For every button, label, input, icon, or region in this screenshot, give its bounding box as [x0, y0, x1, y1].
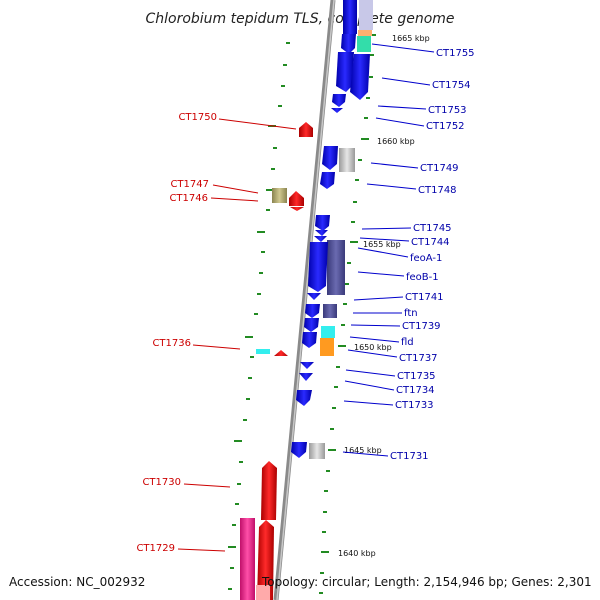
backbone-highlight — [276, 0, 335, 600]
gene-block[interactable] — [343, 0, 357, 34]
gene-label-left[interactable]: CT1729 — [136, 543, 175, 554]
gene-block[interactable] — [327, 240, 345, 295]
gene-arrow[interactable] — [315, 230, 328, 236]
gene-label-right[interactable]: CT1739 — [402, 321, 441, 332]
reverse-strand-genes — [291, 0, 373, 459]
kbp-label: 1640 kbp — [338, 549, 376, 558]
gene-label-right[interactable]: CT1737 — [399, 353, 438, 364]
gene-arrow[interactable] — [332, 94, 346, 107]
gene-label-right[interactable]: feoB-1 — [406, 272, 439, 283]
gene-arrow[interactable] — [300, 362, 314, 369]
gene-arrow[interactable] — [261, 461, 277, 520]
gene-arrow[interactable] — [290, 207, 304, 211]
gene-block[interactable] — [272, 188, 287, 203]
gene-block[interactable] — [358, 30, 372, 36]
gene-arrow[interactable] — [308, 242, 328, 292]
gene-block[interactable] — [256, 585, 270, 600]
gene-arrow[interactable] — [274, 350, 288, 356]
gene-block[interactable] — [323, 304, 337, 318]
gene-arrow[interactable] — [299, 373, 313, 381]
gene-arrow[interactable] — [341, 34, 356, 54]
kbp-label: 1645 kbp — [344, 446, 382, 455]
gene-label-right[interactable]: fld — [401, 337, 414, 348]
kbp-label: 1655 kbp — [363, 240, 401, 249]
gene-arrow[interactable] — [305, 304, 320, 318]
gene-block[interactable] — [357, 36, 371, 52]
gene-block[interactable] — [320, 338, 334, 356]
gene-block[interactable] — [309, 443, 325, 459]
gene-arrow[interactable] — [314, 236, 327, 242]
gene-label-right[interactable]: CT1754 — [432, 80, 471, 91]
gene-label-right[interactable]: CT1745 — [413, 223, 452, 234]
gene-label-left[interactable]: CT1746 — [169, 193, 208, 204]
gene-block[interactable] — [240, 518, 255, 600]
gene-label-right[interactable]: CT1744 — [411, 237, 450, 248]
scale-ticks-right — [319, 34, 376, 594]
gene-label-right[interactable]: CT1753 — [428, 105, 467, 116]
left-gene-labels — [177, 118, 297, 552]
gene-label-left[interactable]: CT1747 — [170, 179, 209, 190]
gene-arrow[interactable] — [299, 122, 313, 137]
gene-label-right[interactable]: CT1734 — [396, 385, 435, 396]
gene-block[interactable] — [256, 349, 270, 354]
kbp-label: 1650 kbp — [354, 343, 392, 352]
genome-backbone — [273, 0, 336, 600]
gene-arrow[interactable] — [257, 520, 274, 600]
map-title: Chlorobium tepidum TLS, complete genome — [145, 11, 454, 27]
gene-arrow[interactable] — [336, 52, 354, 92]
gene-arrow[interactable] — [320, 172, 335, 189]
gene-label-right[interactable]: CT1741 — [405, 292, 444, 303]
scale-ticks-left — [228, 42, 290, 590]
gene-arrow[interactable] — [304, 318, 319, 332]
gene-arrow[interactable] — [296, 390, 312, 406]
forward-strand-genes — [240, 122, 313, 600]
gene-label-right[interactable]: CT1733 — [395, 400, 434, 411]
gene-label-right[interactable]: CT1752 — [426, 121, 465, 132]
gene-label-left[interactable]: CT1730 — [142, 477, 181, 488]
gene-arrow[interactable] — [307, 293, 321, 300]
gene-arrow[interactable] — [322, 146, 338, 170]
gene-label-right[interactable]: CT1731 — [390, 451, 429, 462]
gene-arrow[interactable] — [291, 442, 307, 458]
gene-label-right[interactable]: CT1735 — [397, 371, 436, 382]
gene-block[interactable] — [339, 148, 355, 172]
right-gene-labels — [342, 43, 435, 457]
gene-label-right[interactable]: feoA-1 — [410, 253, 442, 264]
gene-block[interactable] — [321, 326, 335, 338]
gene-label-left[interactable]: CT1750 — [178, 112, 217, 123]
gene-label-right[interactable]: CT1748 — [418, 185, 457, 196]
gene-arrow[interactable] — [331, 108, 343, 113]
gene-label-right[interactable]: ftn — [404, 308, 418, 319]
gene-arrow[interactable] — [315, 215, 330, 231]
genome-summary-text: Topology: circular; Length: 2,154,946 bp… — [261, 575, 592, 589]
accession-text: Accession: NC_002932 — [9, 575, 145, 589]
gene-label-left[interactable]: CT1736 — [152, 338, 191, 349]
kbp-label: 1660 kbp — [377, 137, 415, 146]
gene-block[interactable] — [359, 0, 373, 30]
kbp-label: 1665 kbp — [392, 34, 430, 43]
gene-arrow[interactable] — [289, 191, 304, 206]
gene-label-right[interactable]: CT1749 — [420, 163, 459, 174]
gene-arrow[interactable] — [302, 332, 317, 348]
gene-label-right[interactable]: CT1755 — [436, 48, 475, 59]
gene-arrow[interactable] — [350, 54, 370, 100]
